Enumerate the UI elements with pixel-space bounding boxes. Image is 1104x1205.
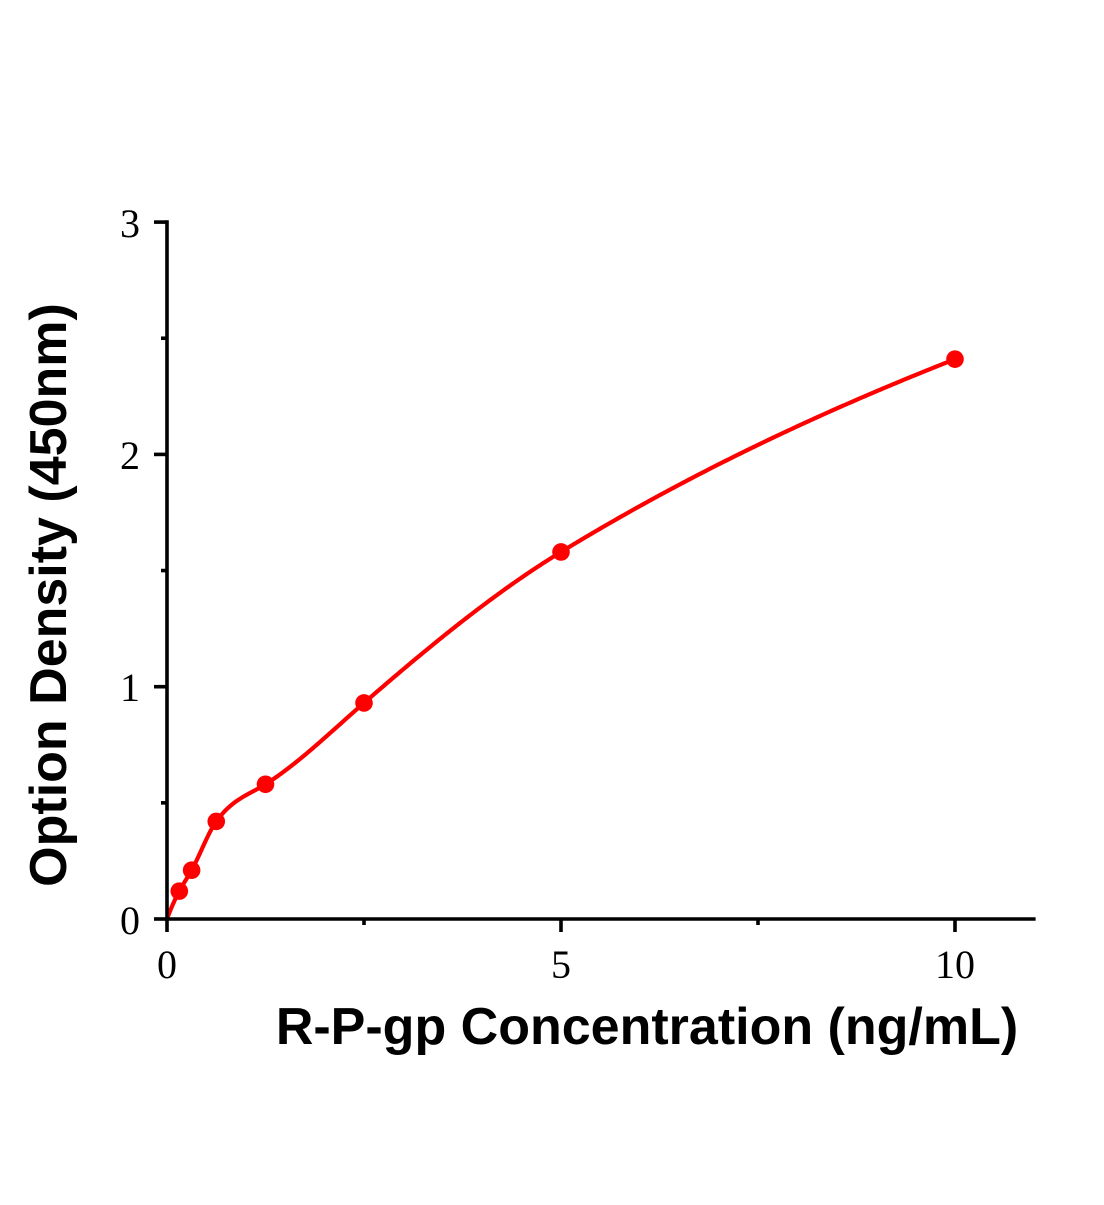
svg-text:Option Density (450nm): Option Density (450nm) <box>20 303 78 887</box>
svg-text:5: 5 <box>551 942 571 987</box>
svg-text:1: 1 <box>120 665 140 710</box>
svg-text:0: 0 <box>157 942 177 987</box>
svg-text:3: 3 <box>120 201 140 246</box>
svg-text:10: 10 <box>935 942 975 987</box>
svg-text:R-P-gp Concentration (ng/mL): R-P-gp Concentration (ng/mL) <box>276 998 1018 1056</box>
svg-text:2: 2 <box>120 433 140 478</box>
svg-text:0: 0 <box>120 898 140 943</box>
